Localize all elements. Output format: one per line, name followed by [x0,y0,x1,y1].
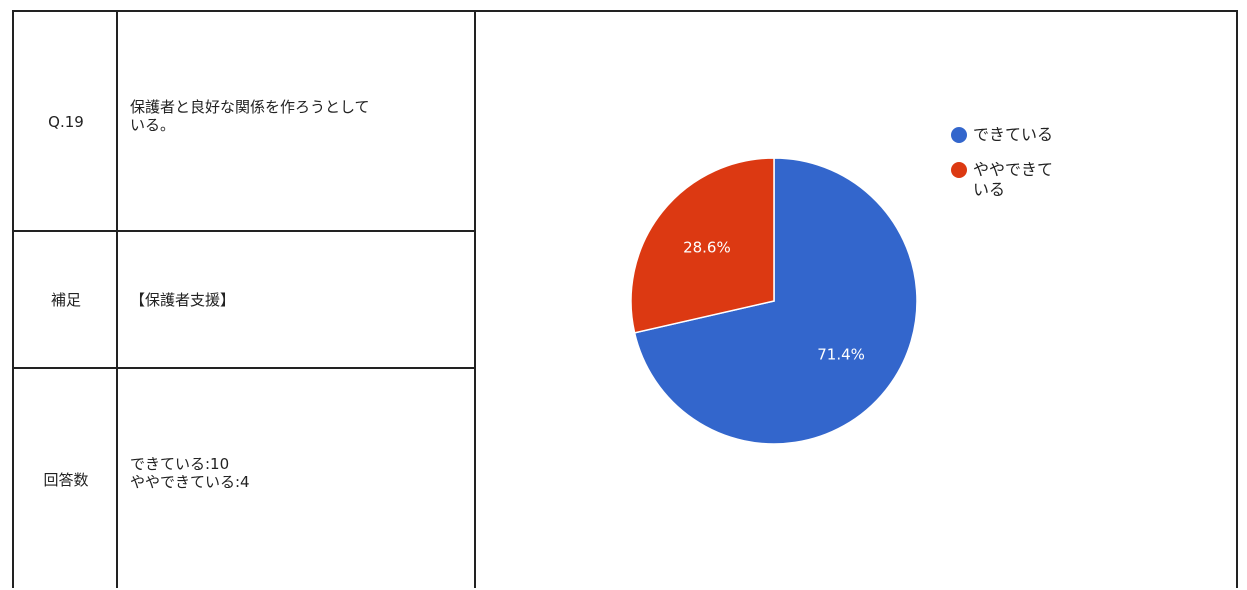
pie-slice-label-1: 71.4% [817,345,865,363]
legend-label: できている [973,125,1054,144]
row-divider-1 [14,230,476,232]
response-count-label: 回答数 [43,471,89,489]
supplement-label-cell: 補足 [16,232,116,367]
legend-dot-icon [951,162,967,178]
response-count-text: できている:10 ややできている:4 [130,455,250,491]
legend-item-2: ややできて いる [951,160,1053,200]
supplement-label: 補足 [50,291,81,309]
pie-slice-2 [630,157,775,334]
pie-slice-1 [633,157,918,445]
column-divider-1 [116,12,118,588]
survey-table-frame: Q.19 保護者と良好な関係を作ろうとして いる。 補足 【保護者支援】 回答数… [12,10,1238,588]
column-divider-2 [474,12,476,588]
question-text: 保護者と良好な関係を作ろうとして いる。 [130,98,370,134]
response-count-label-cell: 回答数 [16,369,116,590]
legend-item-1: できている [951,125,1053,145]
row-divider-2 [14,367,476,369]
pie-slice-label-2: 28.6% [683,239,731,257]
question-number: Q.19 [48,113,84,131]
supplement-text: 【保護者支援】 [130,291,236,309]
question-number-cell: Q.19 [16,14,116,230]
legend-label: ややできて いる [973,160,1054,199]
legend-dot-icon [951,127,967,143]
